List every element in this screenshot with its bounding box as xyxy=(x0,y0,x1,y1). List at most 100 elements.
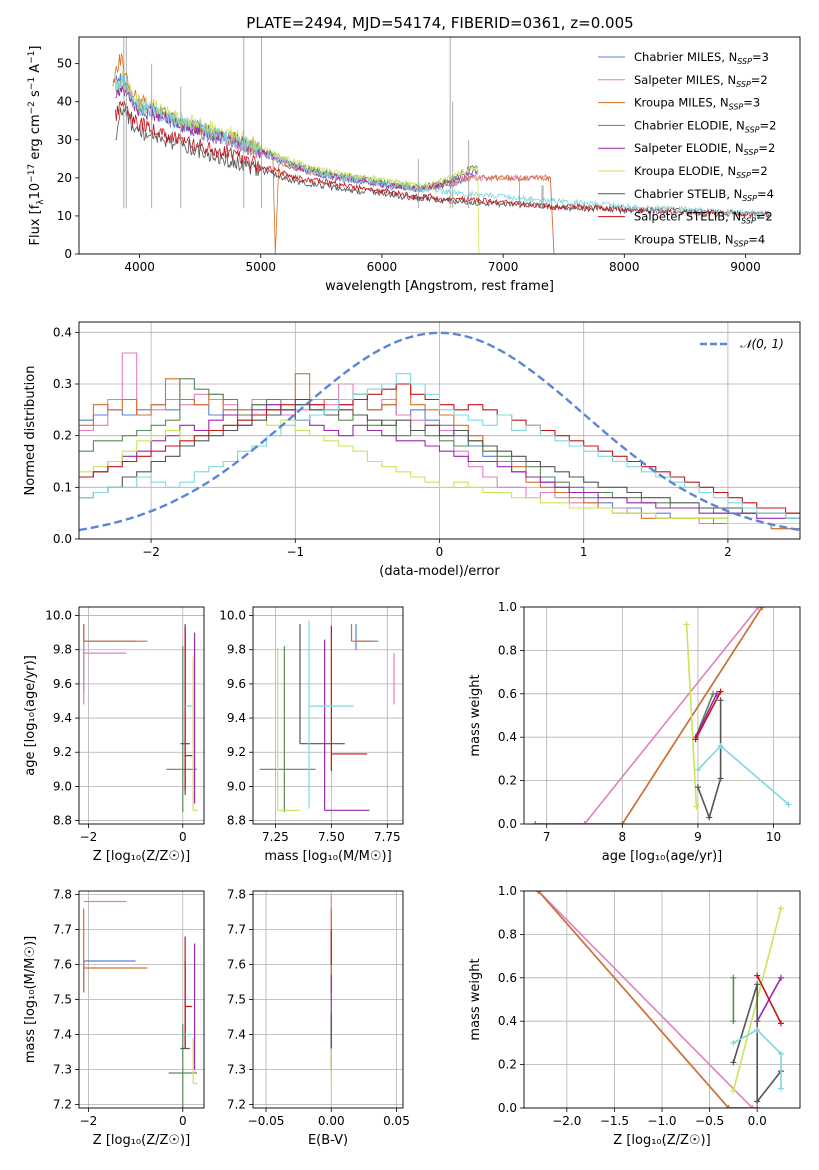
weight-line xyxy=(697,700,722,821)
plot-area xyxy=(83,624,198,813)
axes-frame xyxy=(78,890,205,1109)
panel-age-vs-mass: 7.25 7.50 7.75 8.8 9.0 9.2 9.4 9.6 9.8 10.0 mass [… xyxy=(219,606,404,864)
weight-line xyxy=(756,975,782,1024)
x-axis-label: age [log₁₀(age/yr)] xyxy=(602,849,723,864)
weight-marker xyxy=(730,1018,737,1025)
weight-marker xyxy=(730,974,737,981)
panel-age-vs-Z: −2 0 8.8 9.0 9.2 9.4 9.6 9.8 10.0 Z [log₁₀(Z/Z☉)]… xyxy=(23,606,205,864)
x-tick-label: 10 xyxy=(766,830,781,844)
weight-marker xyxy=(730,1039,737,1046)
y-tick-label: 8.8 xyxy=(227,814,246,828)
x-tick-label: 7000 xyxy=(488,260,519,274)
weight-marker xyxy=(754,1026,761,1033)
weight-marker xyxy=(754,1098,761,1105)
y-tick-label: 9.4 xyxy=(227,711,246,725)
spectrum-line xyxy=(115,74,555,254)
legend-entry: 𝒩(0, 1) xyxy=(740,337,784,351)
y-tick-label: 0.0 xyxy=(498,1101,517,1115)
y-axis-label: mass weight xyxy=(468,958,483,1040)
y-axis-label: mass weight xyxy=(468,674,483,756)
weight-line xyxy=(535,607,763,824)
weight-line xyxy=(694,693,718,738)
weight-marker xyxy=(755,607,762,610)
legend-entry: Chabrier MILES, NSSP=3 xyxy=(634,50,769,66)
x-axis-label: Z [log₁₀(Z/Z☉)] xyxy=(93,1133,190,1148)
y-tick-label: 9.0 xyxy=(227,779,246,793)
weight-marker xyxy=(619,821,626,824)
x-tick-label: 0 xyxy=(179,1114,187,1128)
weight-marker xyxy=(754,1105,761,1108)
y-tick-label: 0.6 xyxy=(498,687,517,701)
legend: 𝒩(0, 1) xyxy=(700,337,784,351)
weight-line xyxy=(694,691,722,740)
x-tick-label: −0.05 xyxy=(248,1114,285,1128)
panel-residuals: −2 −1 0 1 2 0.0 0.1 0.2 0.3 0.4 (data-model)/error… xyxy=(23,321,801,579)
x-tick-label: 4000 xyxy=(124,260,155,274)
y-tick-label: 0.8 xyxy=(498,927,517,941)
spectrum-line xyxy=(115,70,480,254)
x-tick-label: −2.0 xyxy=(552,1114,581,1128)
x-tick-label: 0.0 xyxy=(748,1114,767,1128)
y-axis-label: age [log₁₀(age/yr)] xyxy=(23,655,38,776)
legend-entry: Chabrier ELODIE, NSSP=2 xyxy=(634,118,776,134)
x-tick-label: 7.25 xyxy=(262,830,289,844)
weight-marker xyxy=(730,1087,737,1094)
x-tick-label: 2 xyxy=(724,545,732,559)
y-tick-label: 9.8 xyxy=(53,643,72,657)
y-tick-label: 7.6 xyxy=(227,958,246,972)
y-axis-label: Flux [fλ10−17 erg cm−2 s−1 A−1] xyxy=(27,46,46,246)
legend-entry: Salpeter STELIB, NSSP=2 xyxy=(634,210,773,226)
weight-line xyxy=(732,984,782,1104)
y-tick-label: 7.8 xyxy=(227,888,246,902)
y-tick-label: 7.3 xyxy=(53,1063,72,1077)
y-tick-label: 9.6 xyxy=(53,677,72,691)
plot-area xyxy=(259,620,395,813)
histogram-step xyxy=(79,378,800,514)
plot-area xyxy=(79,331,800,532)
weight-line xyxy=(685,624,698,807)
panel-mass-vs-Z: −2 0 7.2 7.3 7.4 7.5 7.6 7.7 7.8 Z [log₁₀(Z/Z☉)] m… xyxy=(23,888,205,1148)
weight-line xyxy=(733,1028,782,1089)
legend-entry: Kroupa MILES, NSSP=3 xyxy=(634,96,760,112)
x-tick-label: 8 xyxy=(618,830,626,844)
y-tick-label: 8.8 xyxy=(53,814,72,828)
x-tick-label: 8000 xyxy=(609,260,640,274)
weight-marker xyxy=(725,1105,732,1108)
y-tick-label: 9.2 xyxy=(227,745,246,759)
weight-marker xyxy=(706,814,713,821)
weight-marker xyxy=(692,736,699,743)
x-tick-label: 6000 xyxy=(367,260,398,274)
weight-marker xyxy=(749,1105,756,1108)
y-tick-label: 0.6 xyxy=(498,971,517,985)
x-tick-label: 7.75 xyxy=(374,830,401,844)
y-tick-label: 7.2 xyxy=(227,1098,246,1112)
x-axis-label: E(B-V) xyxy=(308,1133,348,1148)
x-tick-label: −2 xyxy=(142,545,160,559)
weight-marker xyxy=(785,801,792,808)
weight-marker xyxy=(535,891,542,894)
x-tick-label: 0.00 xyxy=(318,1114,345,1128)
weight-marker xyxy=(754,981,761,988)
y-tick-label: 7.5 xyxy=(53,993,72,1007)
y-tick-label: 20 xyxy=(57,171,72,185)
y-axis-label: Normed distribution xyxy=(23,366,38,496)
y-tick-label: 7.4 xyxy=(227,1028,246,1042)
x-axis-label: Z [log₁₀(Z/Z☉)] xyxy=(93,849,190,864)
axes-frame xyxy=(523,890,801,1109)
figure-title: PLATE=2494, MJD=54174, FIBERID=0361, z=0… xyxy=(246,14,633,32)
axes-frame xyxy=(523,606,801,825)
y-tick-label: 40 xyxy=(57,95,72,109)
y-tick-label: 1.0 xyxy=(498,600,517,614)
y-tick-label: 0.0 xyxy=(53,532,72,546)
weight-line xyxy=(537,891,758,1108)
x-tick-label: 9000 xyxy=(730,260,761,274)
y-tick-label: 0.4 xyxy=(498,1014,517,1028)
x-tick-label: −1.0 xyxy=(647,1114,676,1128)
x-tick-label: −1 xyxy=(286,545,304,559)
weight-marker xyxy=(693,803,700,810)
axes-frame xyxy=(78,321,801,540)
x-tick-label: −0.5 xyxy=(695,1114,724,1128)
y-tick-label: 0.2 xyxy=(53,429,72,443)
legend-entry: Kroupa STELIB, NSSP=4 xyxy=(634,232,765,248)
x-tick-label: −2 xyxy=(80,830,98,844)
